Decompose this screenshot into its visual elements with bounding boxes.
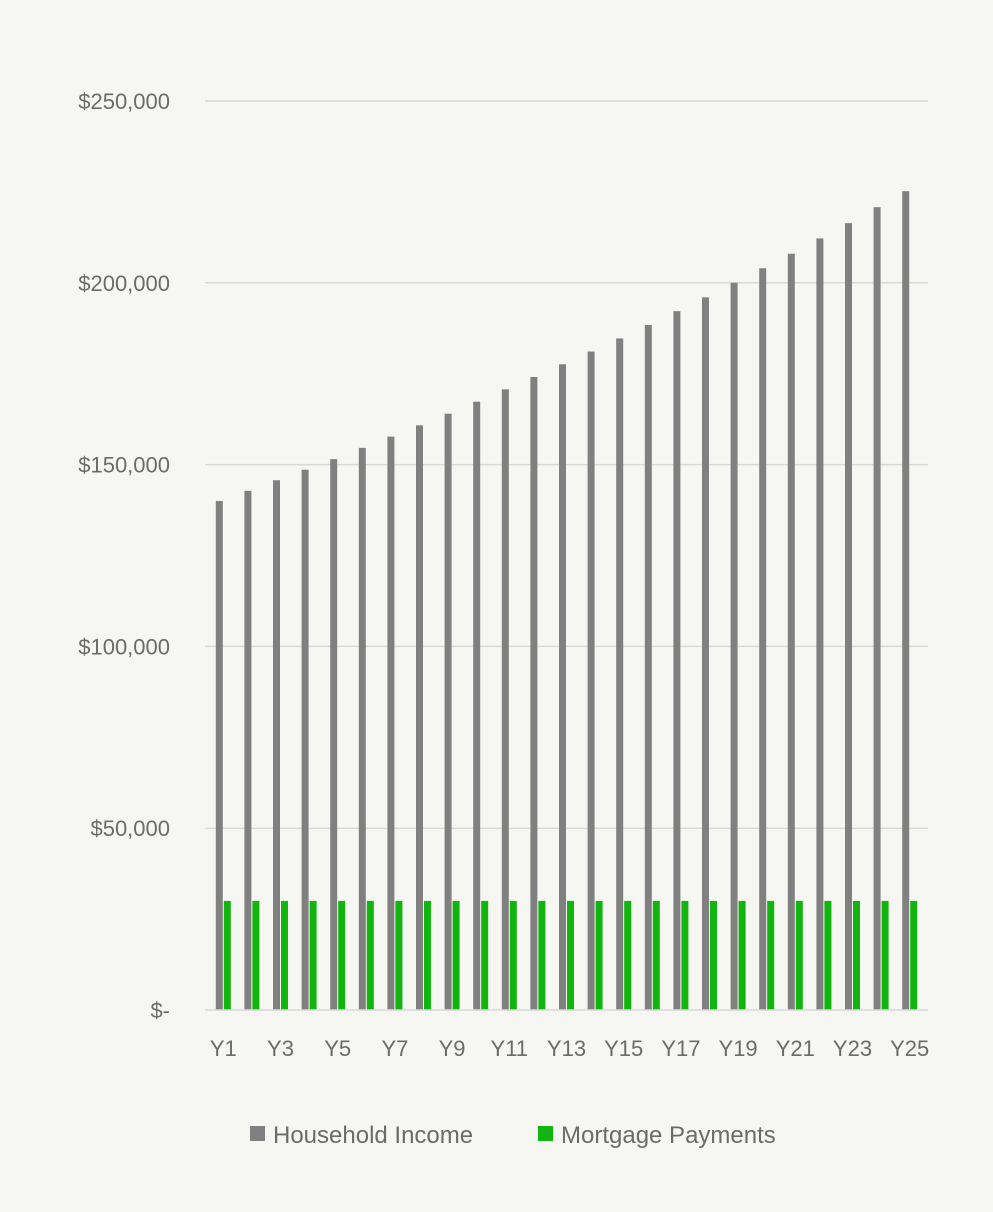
- mortgage-payment-bar: [595, 900, 603, 1010]
- y-tick-label: $200,000: [78, 271, 170, 296]
- mortgage-payment-bar: [281, 900, 288, 1010]
- x-tick-label: Y15: [604, 1036, 643, 1061]
- household-income-bar: [501, 389, 509, 1010]
- household-income-bar: [358, 447, 366, 1010]
- mortgage-payment-bar: [910, 900, 918, 1010]
- mortgage-payment-bar: [366, 900, 374, 1010]
- legend-item-mortgage-payments: Mortgage Payments: [538, 1122, 776, 1149]
- mortgage-payment-bar: [624, 900, 632, 1010]
- y-tick-label: $250,000: [78, 89, 170, 114]
- household-income-bar: [244, 490, 252, 1011]
- x-tick-label: Y23: [833, 1036, 872, 1061]
- household-income-bar: [444, 413, 452, 1010]
- mortgage-payment-bar: [567, 900, 574, 1010]
- household-income-bar: [273, 480, 280, 1010]
- legend-swatch: [538, 1126, 553, 1141]
- household-income-bar: [330, 459, 338, 1010]
- household-income-bar: [616, 338, 624, 1010]
- y-tick-label: $-: [150, 998, 170, 1023]
- household-income-bar: [530, 376, 538, 1010]
- mortgage-payment-bar: [681, 900, 689, 1010]
- household-income-bar: [759, 268, 767, 1011]
- household-income-bar: [416, 425, 423, 1011]
- y-tick-label: $50,000: [90, 816, 170, 841]
- mortgage-payment-bar: [338, 900, 346, 1010]
- mortgage-payment-bar: [252, 900, 260, 1010]
- household-income-bar: [301, 469, 309, 1010]
- household-income-bar: [845, 223, 852, 1010]
- mortgage-payment-bar: [652, 900, 660, 1010]
- mortgage-payment-bar: [424, 900, 431, 1010]
- household-income-bar: [673, 311, 681, 1011]
- mortgage-payment-bar: [795, 900, 803, 1010]
- mortgage-payment-bar: [824, 900, 832, 1010]
- mortgage-payment-bar: [853, 900, 860, 1010]
- x-tick-label: Y25: [890, 1036, 929, 1061]
- household-income-bar: [730, 282, 738, 1010]
- mortgage-payment-bar: [538, 900, 546, 1010]
- x-tick-label: Y3: [267, 1036, 294, 1061]
- y-tick-label: $100,000: [78, 634, 170, 659]
- bars: [215, 191, 918, 1011]
- legend-item-household-income: Household Income: [250, 1122, 473, 1149]
- household-income-bar: [816, 238, 824, 1010]
- mortgage-payment-bar: [481, 900, 489, 1010]
- legend-label: Household Income: [273, 1122, 473, 1149]
- household-income-bar: [702, 297, 709, 1010]
- household-income-bar: [787, 253, 795, 1010]
- x-tick-label: Y17: [661, 1036, 700, 1061]
- x-tick-label: Y11: [491, 1036, 529, 1061]
- y-tick-label: $150,000: [78, 453, 170, 478]
- mortgage-payment-bar: [710, 900, 717, 1010]
- x-tick-label: Y5: [324, 1036, 351, 1061]
- x-tick-label: Y9: [439, 1036, 466, 1061]
- household-income-bar: [473, 401, 481, 1010]
- mortgage-payment-bar: [881, 900, 889, 1010]
- household-income-bar: [559, 364, 566, 1010]
- mortgage-payment-bar: [452, 900, 460, 1010]
- x-tick-label: Y13: [547, 1036, 586, 1061]
- household-income-bar: [873, 207, 881, 1010]
- household-income-bar: [387, 436, 395, 1011]
- x-tick-label: Y1: [210, 1036, 237, 1061]
- mortgage-payment-bar: [309, 900, 317, 1010]
- x-axis-tick-labels: Y1 Y3 Y5 Y7 Y9 Y11 Y13 Y15 Y17 Y19 Y21 Y23 Y25: [210, 1036, 929, 1061]
- x-tick-label: Y19: [719, 1036, 758, 1061]
- mortgage-payment-bar: [509, 900, 517, 1010]
- mortgage-payment-bar: [223, 900, 231, 1010]
- x-tick-label: Y21: [776, 1036, 815, 1061]
- mortgage-payment-bar: [738, 900, 746, 1010]
- mortgage-payment-bar: [767, 900, 775, 1010]
- x-tick-label: Y7: [381, 1036, 408, 1061]
- household-income-bar: [215, 500, 223, 1010]
- household-income-bar: [644, 324, 652, 1010]
- legend-label: Mortgage Payments: [561, 1122, 776, 1149]
- gridlines: [205, 100, 928, 829]
- legend-swatch: [250, 1126, 265, 1141]
- y-axis-tick-labels: $- $50,000 $100,000 $150,000 $200,000 $250,00…: [78, 89, 170, 1023]
- household-income-bar: [902, 191, 910, 1011]
- legend: Household Income Mortgage Payments: [250, 1122, 776, 1149]
- household-income-bar: [587, 351, 595, 1010]
- mortgage-payment-bar: [395, 900, 403, 1010]
